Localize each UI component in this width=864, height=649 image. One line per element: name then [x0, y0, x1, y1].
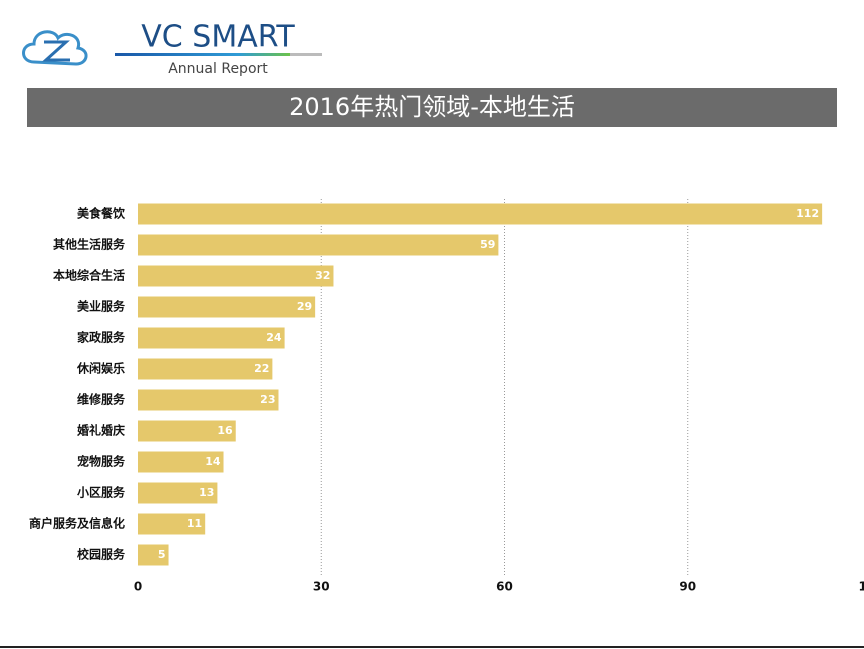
x-tick-label: 120: [858, 580, 864, 594]
bar: [138, 358, 273, 380]
bar: [138, 203, 823, 225]
bar: [138, 389, 279, 411]
bar: [138, 513, 206, 535]
brand-line: [115, 53, 290, 56]
y-tick-label: 宠物服务: [77, 454, 126, 469]
value-label: 14: [205, 455, 221, 468]
bar: [138, 296, 316, 318]
brand-line: [290, 53, 322, 56]
bar: [138, 451, 224, 473]
y-tick-label: 美食餐饮: [77, 206, 126, 221]
y-tick-label: 校园服务: [77, 547, 126, 562]
bar: [138, 544, 169, 566]
y-tick-label: 本地综合生活: [53, 268, 125, 283]
y-tick-label: 维修服务: [77, 392, 126, 407]
y-tick-label: 家政服务: [77, 330, 126, 345]
x-tick-label: 0: [134, 580, 142, 594]
brand: VC SMART: [141, 20, 295, 55]
x-tick-label: 60: [496, 580, 513, 594]
y-tick-label: 婚礼婚庆: [77, 423, 125, 438]
value-label: 23: [260, 393, 275, 406]
bar: [138, 234, 499, 256]
y-tick-label: 商户服务及信息化: [29, 516, 125, 531]
value-label: 32: [315, 269, 330, 282]
bar: [138, 482, 218, 504]
value-label: 13: [199, 486, 214, 499]
x-tick-label: 90: [679, 580, 696, 594]
title-bar: [27, 88, 837, 127]
bar: [138, 327, 285, 349]
value-label: 5: [158, 548, 166, 561]
value-label: 112: [796, 207, 819, 220]
value-label: 24: [266, 331, 282, 344]
y-tick-label: 美业服务: [77, 299, 126, 314]
value-label: 29: [297, 300, 312, 313]
bar: [138, 265, 334, 287]
y-tick-label: 休闲娱乐: [76, 361, 125, 376]
value-label: 59: [480, 238, 495, 251]
value-label: 22: [254, 362, 269, 375]
bar: [138, 420, 236, 442]
y-tick-label: 小区服务: [77, 485, 126, 500]
value-label: 11: [187, 517, 202, 530]
y-tick-label: 其他生活服务: [53, 237, 126, 252]
x-tick-label: 30: [313, 580, 330, 594]
tagline: Annual Report: [168, 61, 268, 77]
value-label: 16: [217, 424, 233, 437]
chart-title: 2016年热门领域-本地生活: [289, 93, 575, 121]
logo: [22, 30, 88, 66]
